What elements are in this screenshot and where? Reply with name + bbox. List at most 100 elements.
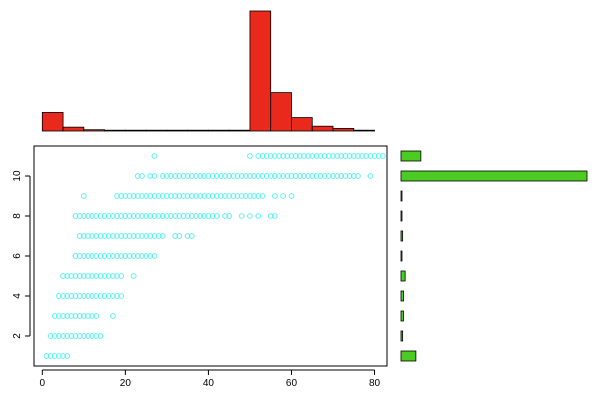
scatter-point xyxy=(64,333,71,339)
scatter-point xyxy=(151,253,158,259)
scatter-point xyxy=(89,253,96,259)
scatter-point xyxy=(222,173,228,179)
scatter-point xyxy=(60,313,66,319)
scatter-point xyxy=(176,173,183,179)
scatter-point xyxy=(367,153,374,159)
top-histogram-bar xyxy=(83,129,106,132)
scatter-point xyxy=(101,213,108,219)
scatter-point xyxy=(105,233,112,239)
scatter-point xyxy=(267,213,274,219)
x-tick-label: 0 xyxy=(40,378,46,389)
top-histogram-bar xyxy=(124,129,147,132)
scatter-point xyxy=(139,193,145,199)
scatter-point xyxy=(255,153,262,159)
scatter-point xyxy=(110,233,116,239)
scatter-point xyxy=(80,313,87,319)
x-tick-label: 40 xyxy=(203,378,215,389)
scatter-point xyxy=(184,233,191,239)
scatter-point xyxy=(242,193,249,199)
scatter-point xyxy=(151,193,158,199)
scatter-point xyxy=(64,353,71,359)
scatter-point xyxy=(330,153,336,159)
scatter-point xyxy=(143,213,150,219)
right-histogram-bar xyxy=(400,230,404,242)
scatter-point xyxy=(305,173,311,179)
scatter-point xyxy=(110,293,116,299)
scatter-point xyxy=(313,173,320,179)
scatter-point xyxy=(89,233,96,239)
scatter-point xyxy=(114,233,120,239)
scatter-point xyxy=(97,253,104,259)
right-histogram-bar xyxy=(400,310,404,322)
scatter-point xyxy=(321,153,328,159)
scatter-point xyxy=(85,293,91,299)
scatter-point xyxy=(139,213,145,219)
scatter-point xyxy=(110,253,116,259)
scatter-point xyxy=(359,153,365,159)
scatter-point xyxy=(93,233,100,239)
scatter-point xyxy=(255,193,262,199)
x-axis: 0 20 40 60 80 xyxy=(40,369,381,389)
scatter-point xyxy=(217,173,224,179)
scatter-point xyxy=(134,213,141,219)
scatter-point xyxy=(288,153,295,159)
scatter-point xyxy=(168,213,174,219)
scatter-point xyxy=(222,213,228,219)
scatter-point xyxy=(64,293,71,299)
scatter-point xyxy=(247,193,253,199)
scatter-point xyxy=(342,173,349,179)
right-histogram-bar xyxy=(400,190,403,202)
scatter-point xyxy=(126,233,133,239)
scatter-points xyxy=(43,153,386,359)
top-histogram-bar xyxy=(332,128,355,132)
scatter-point xyxy=(188,233,195,239)
scatter-point xyxy=(309,173,316,179)
top-histogram-bar xyxy=(249,10,272,132)
top-histogram-bar xyxy=(208,129,230,132)
x-tick-label: 80 xyxy=(369,378,381,389)
right-histogram-bar xyxy=(400,170,588,182)
scatter-point xyxy=(271,153,278,159)
scatter-point xyxy=(110,313,116,319)
right-histogram-bar xyxy=(400,250,403,262)
scatter-point xyxy=(114,273,120,279)
scatter-point xyxy=(56,313,62,319)
scatter-point xyxy=(105,273,112,279)
scatter-point xyxy=(68,293,75,299)
scatter-point xyxy=(114,253,120,259)
scatter-point xyxy=(97,213,104,219)
scatter-point xyxy=(80,333,87,339)
scatter-point xyxy=(151,153,158,159)
scatter-point xyxy=(76,333,83,339)
scatter-point xyxy=(201,173,208,179)
scatter-point xyxy=(193,193,199,199)
scatter-point xyxy=(126,253,133,259)
scatter-point xyxy=(263,173,270,179)
scatter-point xyxy=(230,173,237,179)
scatter-point xyxy=(209,213,216,219)
scatter-point xyxy=(118,253,125,259)
scatter-point xyxy=(85,233,91,239)
scatter-point xyxy=(255,213,262,219)
scatter-point xyxy=(163,173,170,179)
scatter-point xyxy=(118,193,125,199)
scatter-point xyxy=(76,253,83,259)
scatter-point xyxy=(130,253,137,259)
scatter-point xyxy=(346,173,353,179)
scatter-point xyxy=(114,213,120,219)
scatter-point xyxy=(130,273,137,279)
scatter-point xyxy=(280,153,287,159)
scatter-point xyxy=(234,173,241,179)
top-histogram-bar xyxy=(311,125,334,132)
scatter-point xyxy=(89,333,96,339)
scatter-point xyxy=(180,213,187,219)
scatter-point xyxy=(363,153,370,159)
scatter-point xyxy=(130,213,137,219)
scatter-point xyxy=(251,193,258,199)
top-histogram-bar xyxy=(145,129,168,132)
scatter-point xyxy=(296,173,303,179)
scatter-point xyxy=(47,353,54,359)
scatter-point xyxy=(276,153,282,159)
scatter-point xyxy=(209,193,216,199)
scatter-point xyxy=(56,353,62,359)
